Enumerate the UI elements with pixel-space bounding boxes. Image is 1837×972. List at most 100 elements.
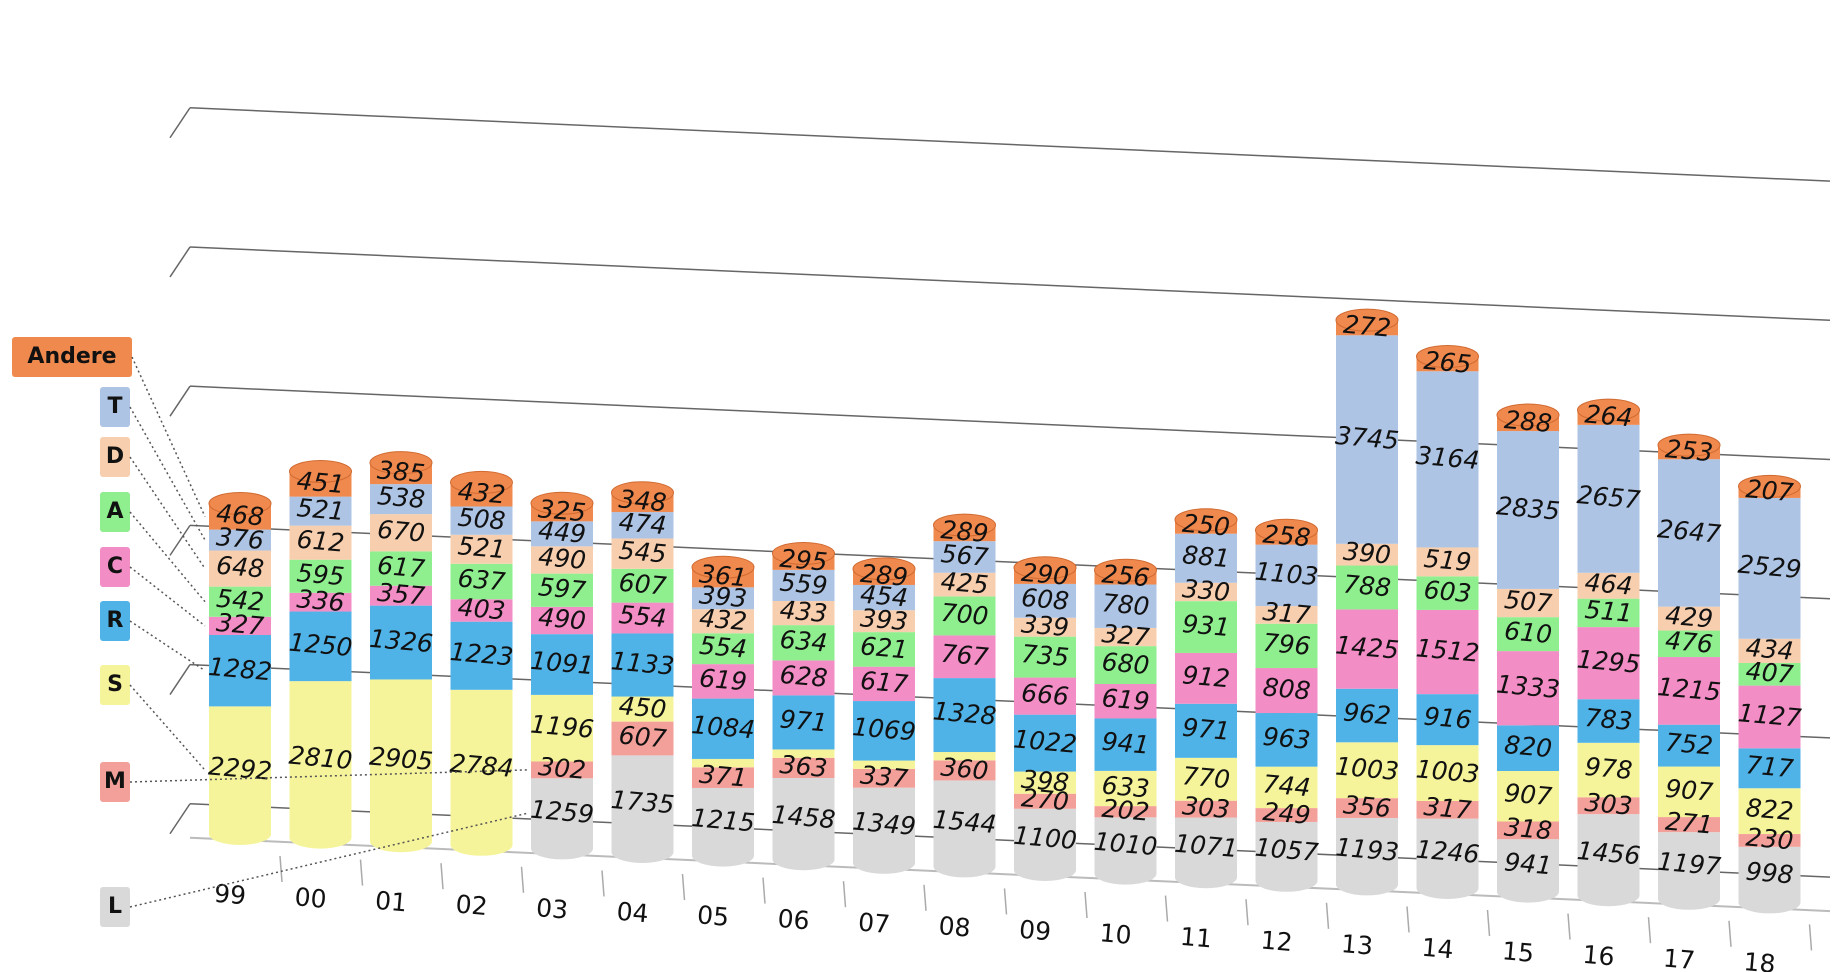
segment-label: 1100 (1012, 821, 1078, 855)
legend-label: S (107, 672, 123, 697)
segment (1255, 766, 1318, 809)
x-tick-label: 00 (294, 882, 328, 914)
segment-label: 680 (1101, 647, 1151, 680)
segment (1094, 584, 1157, 628)
segment (1336, 335, 1398, 544)
segment (1738, 662, 1801, 686)
segment-label: 360 (940, 752, 990, 785)
legend-label: M (104, 769, 126, 794)
grid-line (189, 246, 1831, 322)
segment-label: 634 (779, 625, 829, 658)
x-tick-sep (1164, 895, 1169, 922)
segment-label: 207 (1745, 474, 1795, 507)
segment (531, 694, 593, 762)
segment (772, 778, 835, 860)
segment (1175, 817, 1237, 878)
x-tick-label: 12 (1260, 925, 1294, 957)
legend-swatch (100, 665, 130, 705)
segment-label: 788 (1342, 569, 1392, 602)
segment (450, 506, 513, 535)
legend-swatch (100, 387, 130, 427)
legend-label: A (106, 499, 123, 524)
segment-label: 464 (1584, 568, 1634, 601)
segment (1094, 684, 1157, 719)
segment-label: 666 (1020, 678, 1070, 711)
segment-label: 619 (1101, 683, 1151, 716)
grid-depth (169, 107, 191, 139)
x-tick-sep (1808, 924, 1813, 951)
segment-label: 770 (1181, 761, 1231, 794)
segment-label: 978 (1584, 752, 1634, 785)
segment (1094, 646, 1157, 685)
segment (1416, 745, 1479, 801)
segment-label: 1057 (1254, 833, 1320, 867)
segment (1175, 652, 1237, 704)
segment (933, 760, 996, 781)
legend-connector (129, 684, 206, 771)
segment (1014, 793, 1076, 809)
segment-label: 290 (1020, 558, 1070, 591)
segment-label: 371 (698, 760, 748, 793)
segment (692, 587, 754, 610)
segment-label: 270 (1020, 783, 1070, 816)
segment-label: 454 (859, 580, 909, 613)
segment (1175, 601, 1237, 653)
segment-label: 451 (296, 466, 346, 499)
segment (289, 559, 352, 593)
segment-label: 521 (457, 531, 507, 564)
segment-label: 783 (1584, 703, 1634, 736)
segment-label: 393 (859, 603, 909, 636)
segment (1416, 609, 1479, 695)
segment-label: 1349 (851, 807, 917, 841)
segment-label: 912 (1181, 660, 1231, 693)
segment (853, 768, 915, 788)
segment (1497, 588, 1559, 618)
segment (1175, 582, 1237, 602)
x-tick-label: 15 (1501, 936, 1535, 968)
segment-label: 808 (1262, 673, 1312, 706)
segment (933, 678, 996, 753)
x-tick-sep (1486, 909, 1491, 937)
segment-label: 1512 (1415, 633, 1481, 667)
x-tick-label: 11 (1179, 922, 1213, 954)
segment-label: 1215 (1656, 672, 1722, 706)
segment (933, 541, 996, 573)
segment-label: 554 (618, 600, 668, 633)
segment (1255, 821, 1318, 881)
cylinder-top (369, 451, 433, 475)
segment (1658, 657, 1720, 725)
segment-label: 385 (376, 455, 426, 488)
segment-label: 1133 (610, 646, 676, 680)
segment-label: 941 (1503, 847, 1553, 880)
x-tick-sep (1647, 917, 1652, 944)
x-tick-sep (601, 870, 605, 897)
x-tick-sep (681, 873, 686, 901)
segment-label: 1215 (690, 803, 756, 837)
segment-label: 820 (1503, 730, 1553, 763)
segment-label: 717 (1745, 750, 1795, 783)
segment-label: 508 (457, 503, 507, 536)
segment (1336, 543, 1398, 566)
segment (1658, 817, 1720, 833)
segment (1577, 797, 1640, 815)
segment (1658, 459, 1720, 607)
segment-label: 621 (859, 631, 909, 664)
legend-connector (129, 769, 528, 783)
segment-label: 407 (1745, 656, 1795, 689)
x-tick-label: 04 (616, 897, 650, 929)
segment (611, 633, 674, 697)
segment-label: 363 (779, 750, 829, 783)
segment-label: 519 (1423, 544, 1473, 577)
segment-label: 2529 (1737, 550, 1803, 584)
cylinder-top (852, 557, 916, 581)
segment-label: 1193 (1334, 832, 1400, 866)
x-tick-label: 07 (857, 907, 891, 939)
segment (692, 767, 754, 788)
x-tick-sep (1245, 899, 1249, 926)
segment (772, 660, 835, 696)
segment (611, 721, 674, 756)
